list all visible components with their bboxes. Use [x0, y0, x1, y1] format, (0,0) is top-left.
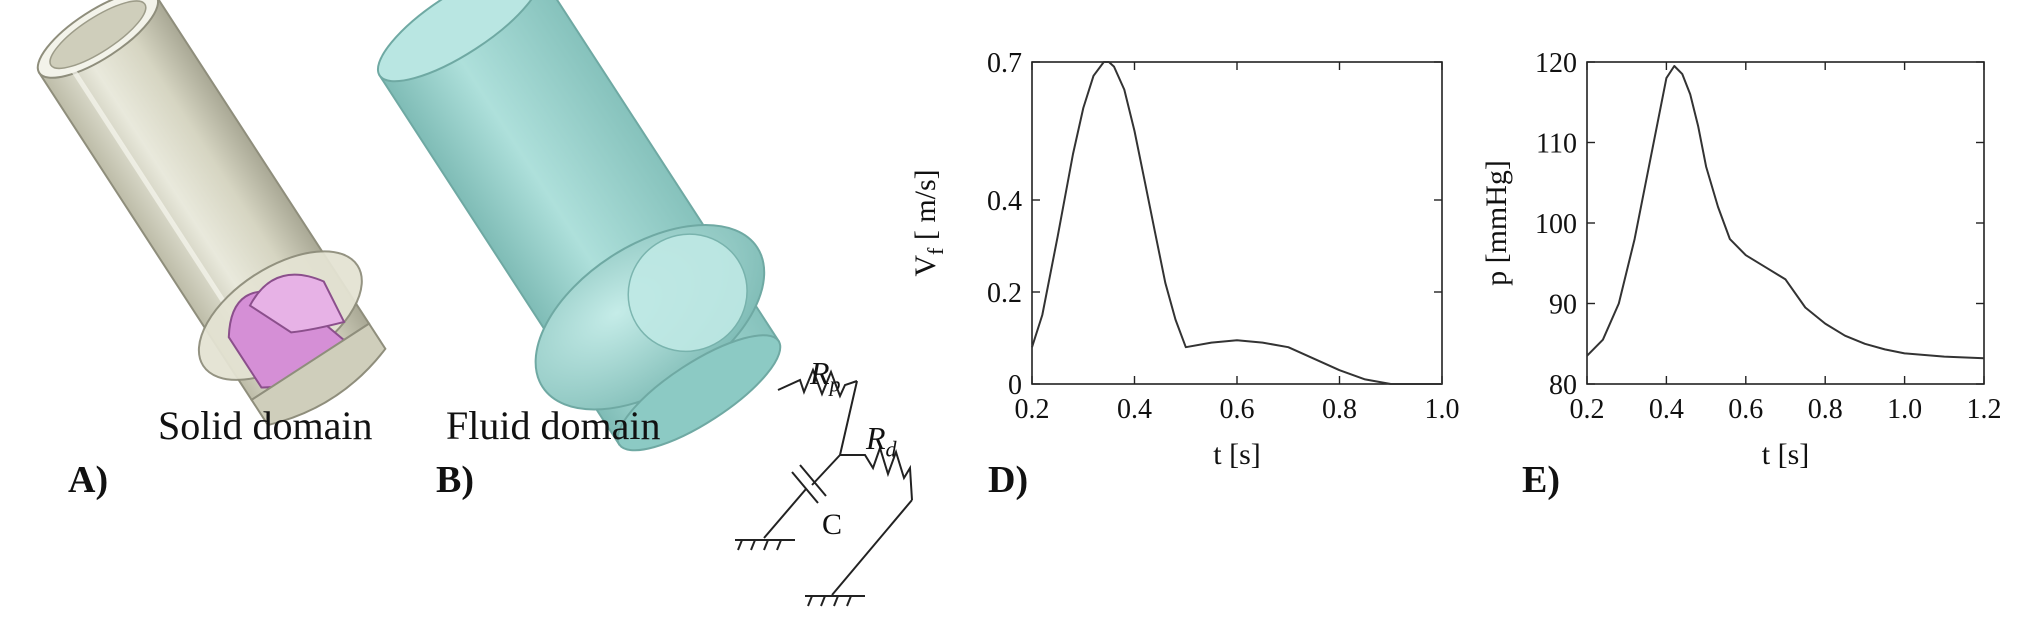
y-tick-label: 0.7 — [987, 48, 1022, 79]
panel-a-label: A) — [68, 459, 109, 501]
y-tick-label: 100 — [1535, 209, 1577, 240]
capacitor-plate-1 — [791, 471, 819, 504]
y-tick-label: 110 — [1536, 129, 1577, 160]
series-line — [1586, 65, 1985, 360]
fluid-domain-illustration — [376, 0, 782, 452]
x-tick-label: 0.8 — [1808, 394, 1843, 425]
x-tick-label: 0.6 — [1220, 394, 1255, 425]
y-axis-label-main: V — [909, 255, 942, 277]
plot-frame — [1586, 61, 1985, 385]
x-tick-label: 0.6 — [1728, 394, 1763, 425]
series-line — [1031, 61, 1442, 385]
y-tick-label: 0.4 — [987, 186, 1022, 217]
plot-frame — [1031, 61, 1443, 385]
y-tick-label: 120 — [1535, 48, 1577, 79]
rp-label-sub: p — [829, 371, 841, 397]
y-axis-label: Vf [ m/s] — [909, 169, 948, 276]
y-axis-label-main: p [mmHg] — [1480, 160, 1513, 286]
x-axis-label: t [s] — [1213, 438, 1261, 471]
y-tick-label: 80 — [1549, 370, 1577, 401]
y-tick-label: 0 — [1008, 370, 1022, 401]
rd-label-main: R — [866, 420, 886, 456]
y-tick-label: 90 — [1549, 290, 1577, 321]
capacitor-plate-2 — [799, 464, 827, 497]
y-tick-label: 0.2 — [987, 278, 1022, 309]
x-tick-label: 1.2 — [1967, 394, 2002, 425]
x-tick-label: 0.4 — [1649, 394, 1684, 425]
x-tick-label: 0.4 — [1117, 394, 1152, 425]
solid-domain-illustration — [36, 0, 387, 427]
solid-domain-caption: Solid domain — [158, 403, 373, 448]
y-axis-label-sub: f — [923, 247, 948, 255]
x-tick-label: 0.2 — [1015, 394, 1050, 425]
x-tick-label: 1.0 — [1887, 394, 1922, 425]
pressure-chart: 0.2 0.4 0.6 0.8 1.0 1.2 80 90 100 110 120 t [s] p [m… — [1480, 48, 2002, 471]
rd-label: Rd — [866, 420, 897, 462]
rd-label-sub: d — [885, 436, 897, 462]
proximal-resistor — [777, 367, 858, 399]
x-tick-label: 0.8 — [1322, 394, 1357, 425]
y-axis-label: p [mmHg] — [1480, 160, 1513, 286]
fluid-domain-caption: Fluid domain — [446, 403, 661, 448]
x-axis-label: t [s] — [1762, 438, 1810, 471]
x-tick-label: 0.2 — [1570, 394, 1605, 425]
velocity-chart: 0.2 0.4 0.6 0.8 1.000.20.40.7t [s]Vf [ m/s] — [909, 48, 1460, 471]
distal-resistor — [840, 444, 913, 501]
panel-b-label: B) — [436, 459, 474, 501]
x-tick-label: 1.0 — [1425, 394, 1460, 425]
y-axis-label-units: [ m/s] — [909, 169, 942, 247]
rp-label: Rp — [810, 355, 841, 397]
capacitor-label: C — [822, 508, 843, 541]
windkessel-circuit — [735, 367, 913, 607]
panel-e-label: E) — [1522, 459, 1560, 501]
panel-d-label: D) — [988, 459, 1029, 501]
rp-label-main: R — [810, 355, 830, 391]
